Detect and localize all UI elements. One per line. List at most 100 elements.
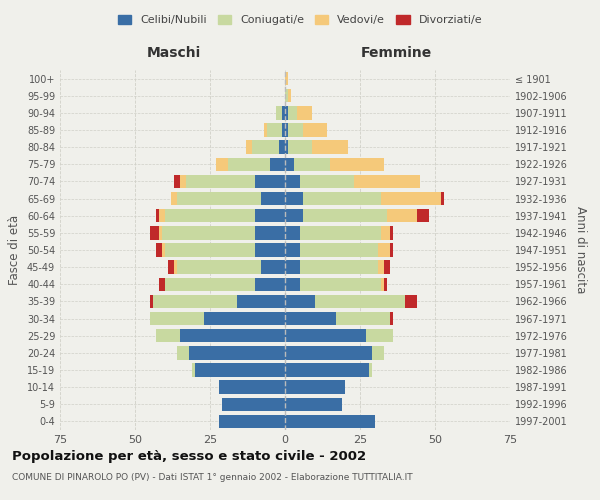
Bar: [150, 312, 204, 326]
Bar: [390, 244, 393, 256]
Bar: [303, 124, 327, 136]
Bar: [174, 260, 177, 274]
Bar: [177, 346, 189, 360]
Bar: [168, 260, 174, 274]
Bar: [156, 244, 162, 256]
Bar: [285, 398, 342, 411]
Bar: [285, 89, 288, 102]
Bar: [381, 226, 390, 239]
Bar: [228, 158, 270, 171]
Bar: [288, 89, 291, 102]
Y-axis label: Fasce di età: Fasce di età: [8, 215, 21, 285]
Bar: [216, 158, 228, 171]
Bar: [300, 278, 381, 291]
Bar: [417, 209, 429, 222]
Bar: [156, 209, 159, 222]
Bar: [255, 226, 285, 239]
Bar: [405, 294, 417, 308]
Bar: [285, 209, 303, 222]
Text: Maschi: Maschi: [147, 46, 201, 60]
Bar: [252, 140, 279, 154]
Bar: [285, 192, 303, 205]
Bar: [180, 329, 285, 342]
Bar: [222, 398, 285, 411]
Bar: [270, 158, 285, 171]
Bar: [285, 312, 336, 326]
Bar: [189, 346, 285, 360]
Bar: [387, 209, 417, 222]
Bar: [285, 174, 300, 188]
Bar: [441, 192, 444, 205]
Y-axis label: Anni di nascita: Anni di nascita: [574, 206, 587, 294]
Bar: [177, 260, 261, 274]
Bar: [285, 364, 369, 376]
Bar: [192, 364, 195, 376]
Bar: [285, 158, 294, 171]
Bar: [180, 174, 186, 188]
Bar: [285, 244, 300, 256]
Bar: [177, 192, 261, 205]
Bar: [150, 294, 153, 308]
Bar: [162, 244, 165, 256]
Bar: [246, 140, 252, 154]
Bar: [294, 158, 330, 171]
Bar: [285, 294, 315, 308]
Bar: [300, 226, 381, 239]
Bar: [303, 192, 381, 205]
Legend: Celibi/Nubili, Coniugati/e, Vedovi/e, Divorziati/e: Celibi/Nubili, Coniugati/e, Vedovi/e, Di…: [113, 10, 487, 30]
Bar: [381, 192, 441, 205]
Bar: [285, 124, 288, 136]
Bar: [366, 329, 393, 342]
Bar: [285, 414, 375, 428]
Bar: [390, 226, 393, 239]
Bar: [288, 106, 297, 120]
Bar: [285, 226, 300, 239]
Bar: [285, 140, 288, 154]
Bar: [285, 278, 300, 291]
Bar: [300, 244, 378, 256]
Bar: [312, 140, 348, 154]
Bar: [285, 106, 288, 120]
Bar: [255, 174, 285, 188]
Bar: [171, 192, 177, 205]
Bar: [219, 380, 285, 394]
Bar: [384, 260, 390, 274]
Bar: [282, 124, 285, 136]
Bar: [315, 294, 405, 308]
Text: COMUNE DI PINAROLO PO (PV) - Dati ISTAT 1° gennaio 2002 - Elaborazione TUTTITALI: COMUNE DI PINAROLO PO (PV) - Dati ISTAT …: [12, 472, 413, 482]
Bar: [282, 106, 285, 120]
Bar: [279, 140, 285, 154]
Bar: [255, 278, 285, 291]
Bar: [195, 364, 285, 376]
Text: Popolazione per età, sesso e stato civile - 2002: Popolazione per età, sesso e stato civil…: [12, 450, 366, 463]
Bar: [288, 124, 303, 136]
Bar: [267, 124, 282, 136]
Bar: [330, 158, 384, 171]
Bar: [159, 226, 162, 239]
Bar: [159, 278, 165, 291]
Bar: [156, 329, 180, 342]
Text: Femmine: Femmine: [361, 46, 431, 60]
Bar: [285, 329, 366, 342]
Bar: [285, 346, 372, 360]
Bar: [378, 260, 384, 274]
Bar: [186, 174, 255, 188]
Bar: [162, 226, 255, 239]
Bar: [381, 278, 384, 291]
Bar: [336, 312, 390, 326]
Bar: [153, 294, 237, 308]
Bar: [165, 244, 255, 256]
Bar: [300, 260, 378, 274]
Bar: [372, 346, 384, 360]
Bar: [159, 209, 165, 222]
Bar: [165, 278, 255, 291]
Bar: [288, 140, 312, 154]
Bar: [165, 209, 255, 222]
Bar: [204, 312, 285, 326]
Bar: [264, 124, 267, 136]
Bar: [255, 244, 285, 256]
Bar: [390, 312, 393, 326]
Bar: [276, 106, 282, 120]
Bar: [297, 106, 312, 120]
Bar: [369, 364, 372, 376]
